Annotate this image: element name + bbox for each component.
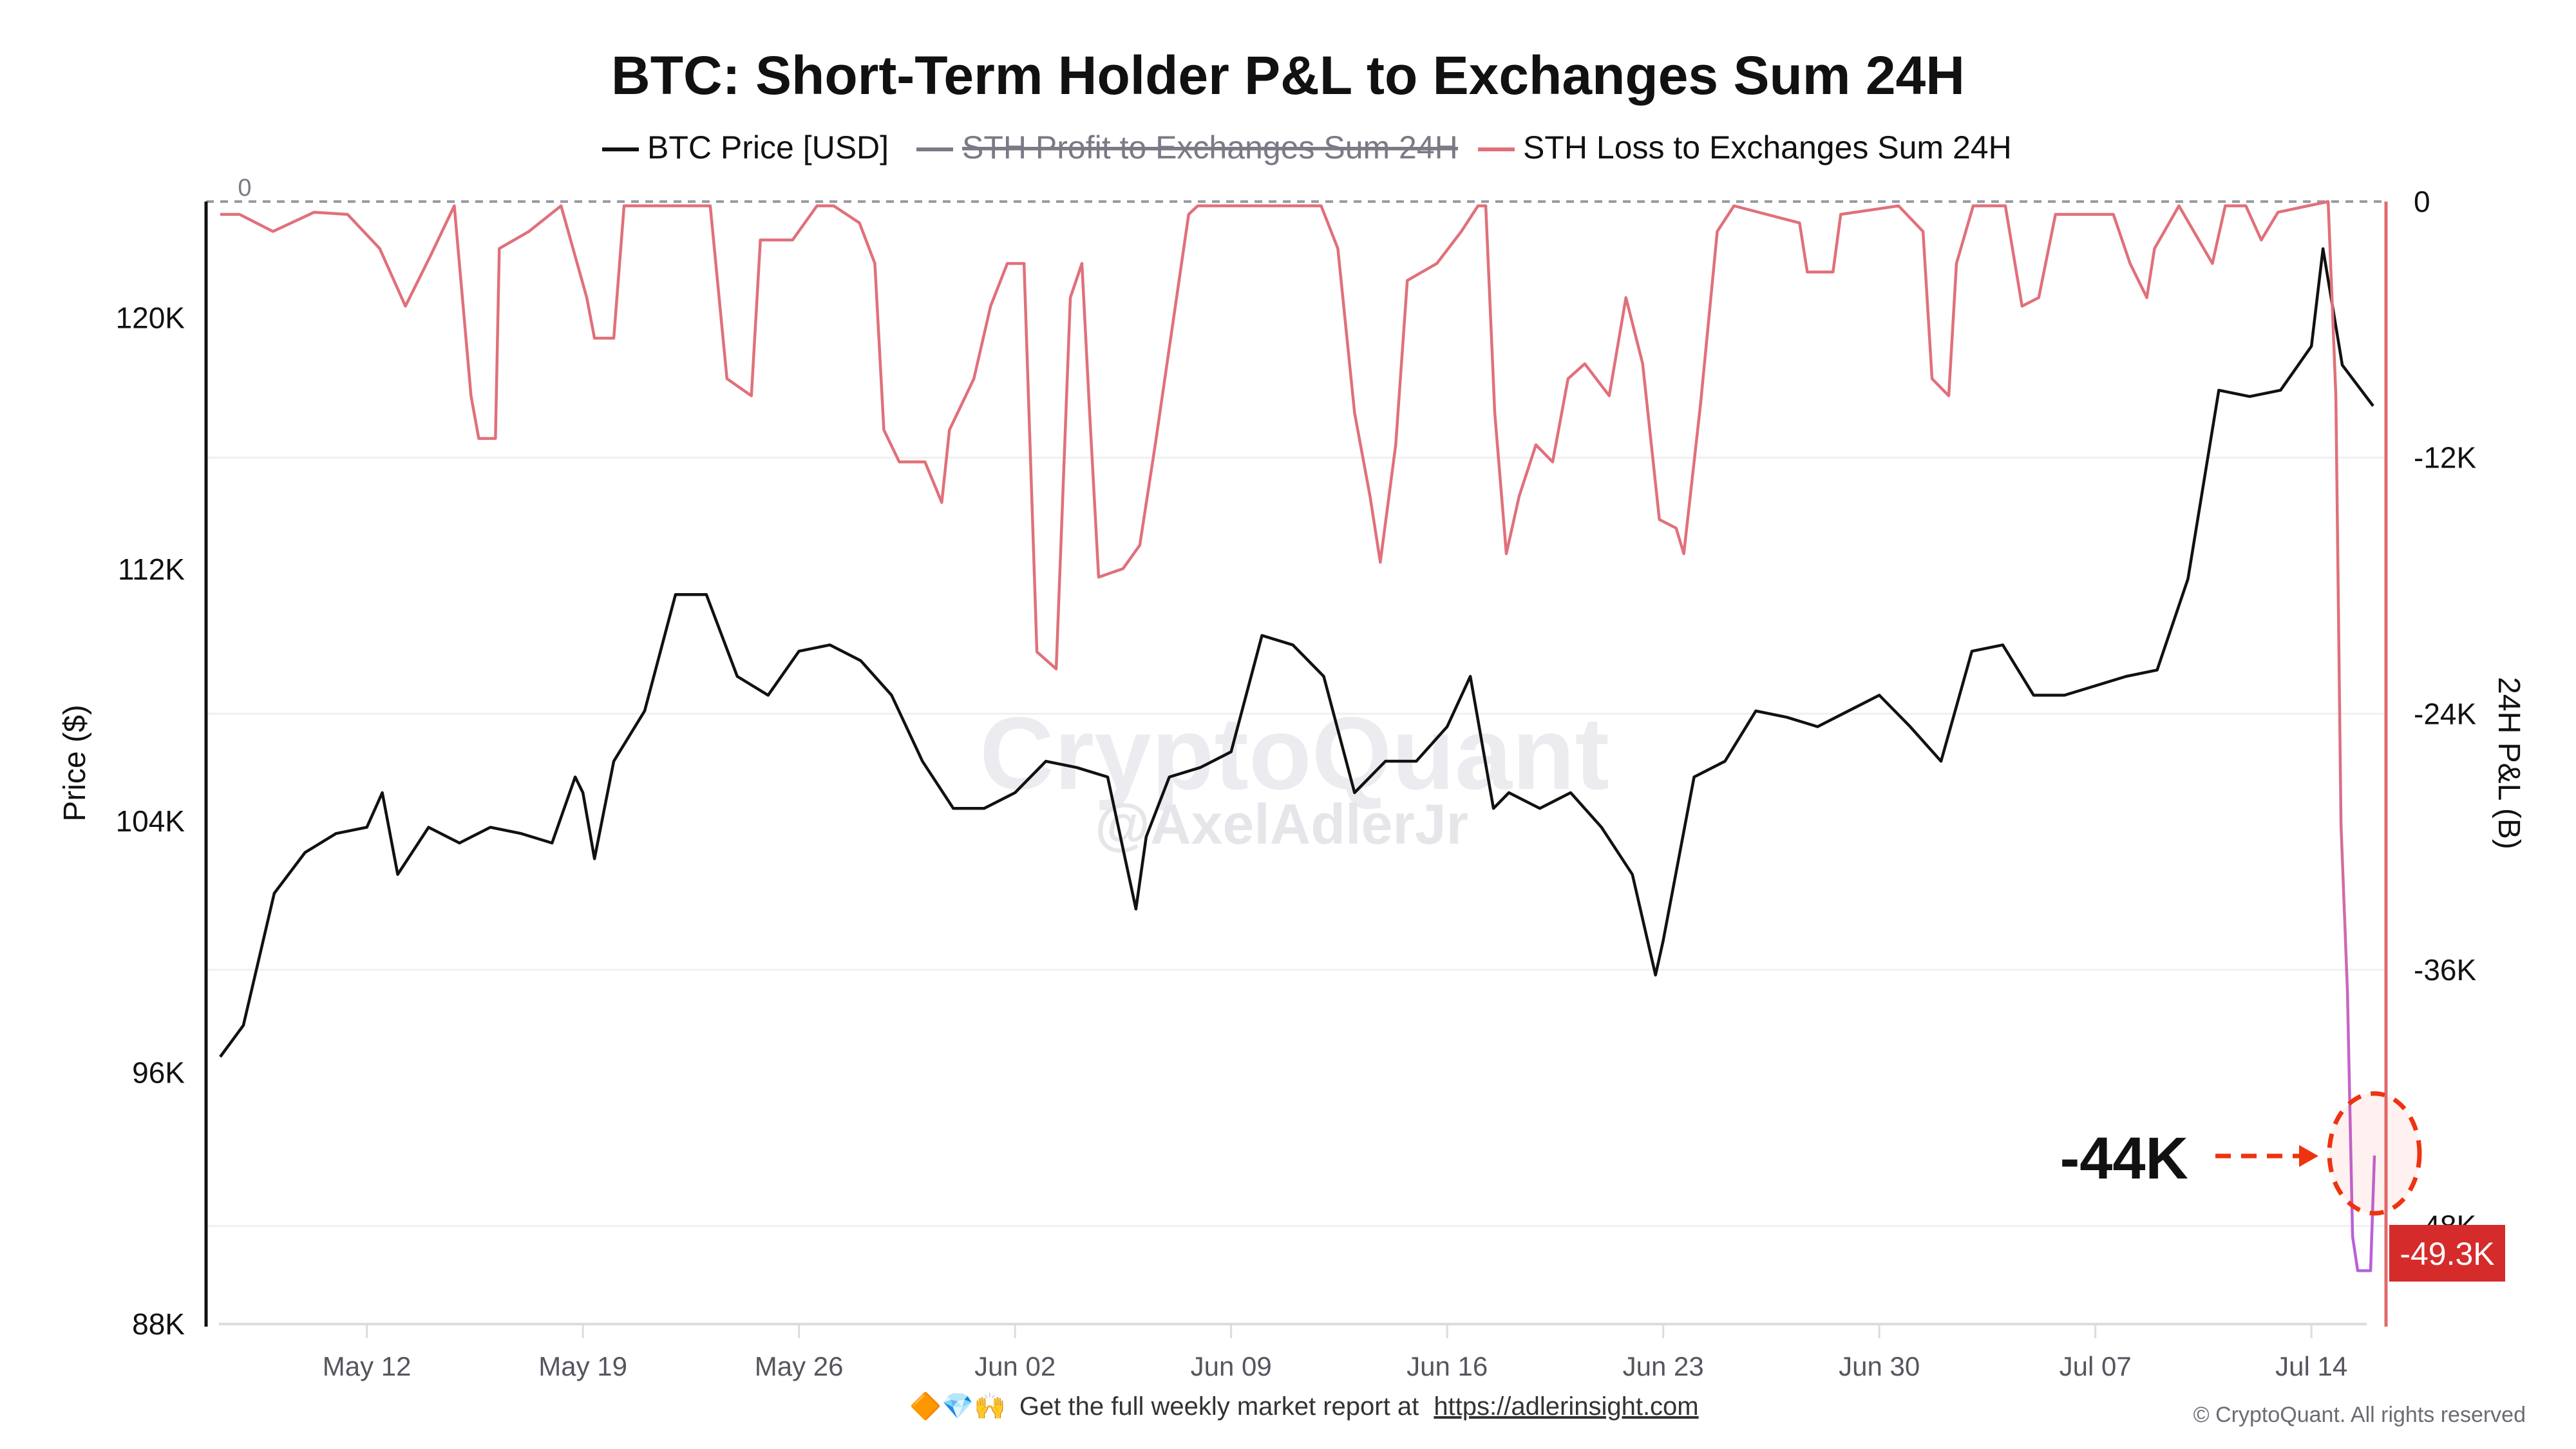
annotation-label: -44K (2060, 1126, 2188, 1191)
y-left-tick-label: 104K (116, 804, 185, 838)
watermark-brand: CryptoQuant (980, 696, 1609, 811)
x-tick-label: May 19 (538, 1351, 627, 1381)
y-right-axis-label: 24H P&L (B) (2492, 677, 2526, 849)
legend-item-btc-price[interactable]: BTC Price [USD] (602, 129, 889, 166)
watermark-handle: @AxelAdlerJr (1095, 792, 1468, 856)
sth-loss-line (220, 200, 2376, 1273)
annotation-circle (2327, 1091, 2422, 1216)
x-tick-label: Jul 14 (2275, 1351, 2347, 1381)
series (219, 200, 2376, 1273)
arrow-head-icon (2299, 1145, 2318, 1167)
copyright: © CryptoQuant. All rights reserved (2193, 1403, 2526, 1427)
legend: BTC Price [USD] STH Profit to Exchanges … (602, 129, 2012, 166)
chart-title: BTC: Short-Term Holder P&L to Exchanges … (611, 45, 1965, 106)
x-tick-label: Jun 09 (1191, 1351, 1272, 1381)
x-tick-label: Jun 23 (1623, 1351, 1704, 1381)
zero-line-label: 0 (238, 175, 251, 202)
legend-label: STH Loss to Exchanges Sum 24H (1523, 129, 2012, 166)
y-right-tick-label: -36K (2414, 953, 2476, 987)
last-value-label: -49.3K (2400, 1236, 2494, 1272)
annotation: -44K (2060, 1091, 2422, 1216)
x-tick-label: Jun 02 (974, 1351, 1056, 1381)
legend-item-sth-loss[interactable]: STH Loss to Exchanges Sum 24H (1478, 129, 2012, 166)
y-right-tick-label: -12K (2414, 441, 2476, 475)
x-tick-label: Jul 07 (2060, 1351, 2132, 1381)
x-tick-label: Jun 30 (1839, 1351, 1920, 1381)
btc-price-line (219, 247, 2374, 1058)
grid (206, 200, 2386, 1227)
y-left-tick-label: 120K (116, 301, 185, 335)
y-right-tick-label: -24K (2414, 697, 2476, 730)
footer-promo: 🔶💎🙌 Get the full weekly market report at… (909, 1391, 1698, 1421)
y-left-axis-label: Price ($) (58, 705, 92, 821)
footer-link[interactable]: https://adlerinsight.com (1434, 1392, 1698, 1421)
x-tick-label: May 12 (323, 1351, 412, 1381)
axes: 0-12K-24K-36K-48K88K96K104K112K120KMay 1… (116, 185, 2477, 1381)
footer-emoji: 🔶💎🙌 (909, 1391, 1005, 1421)
y-left-tick-label: 112K (118, 553, 185, 586)
footer-text: Get the full weekly market report at (1019, 1392, 1419, 1421)
y-right-tick-label: 0 (2414, 185, 2430, 218)
last-value-badge: -49.3K (2389, 1225, 2505, 1282)
x-tick-label: May 26 (755, 1351, 844, 1381)
y-left-tick-label: 96K (132, 1056, 185, 1089)
x-tick-label: Jun 16 (1406, 1351, 1488, 1381)
legend-label: BTC Price [USD] (647, 129, 889, 166)
y-left-tick-label: 88K (132, 1307, 185, 1341)
legend-item-sth-profit[interactable]: STH Profit to Exchanges Sum 24H (916, 129, 1458, 166)
